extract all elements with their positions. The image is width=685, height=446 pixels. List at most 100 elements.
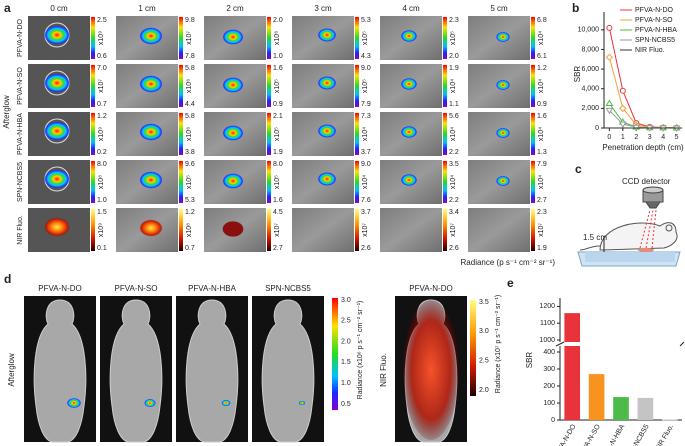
- signal: [139, 171, 163, 189]
- colorbar-max: 5.6: [449, 113, 459, 120]
- signal: [400, 174, 418, 186]
- colorbar: [531, 209, 535, 251]
- group-label: Afterglow: [2, 95, 11, 129]
- colorbar-exponent: x10⁹: [98, 223, 105, 237]
- colorbar-max: 2.0: [273, 17, 283, 24]
- colorbar: [355, 65, 359, 107]
- marker: [605, 99, 614, 106]
- colorbar-exponent: x10⁷: [98, 79, 105, 93]
- panel-label: e: [507, 276, 514, 290]
- image-title: SPN-NCBS5: [265, 284, 311, 293]
- signal: [44, 169, 70, 189]
- x-tick-label: 3: [648, 134, 652, 141]
- colorbar-exponent: x10⁷: [538, 223, 545, 237]
- colorbar-exponent: x10⁴: [538, 175, 545, 189]
- colorbar-min: 1.0: [273, 53, 283, 60]
- radiance-label: Radiance (p s⁻¹ cm⁻² sr⁻¹): [461, 258, 556, 267]
- colorbar-max: 8.0: [97, 161, 107, 168]
- colorbar-label: Radiance (x10⁶ p s⁻¹ cm⁻² sr⁻¹): [357, 301, 364, 400]
- signal: [496, 127, 510, 139]
- y-tick-label: 100: [543, 400, 555, 407]
- y-tick-label: 10,000: [578, 27, 600, 34]
- marker: [605, 53, 614, 62]
- colorbar: [91, 161, 95, 203]
- signal: [44, 73, 70, 93]
- imaging-diagram: [577, 186, 681, 267]
- colorbar-max: 7.0: [97, 65, 107, 72]
- axis-break: [556, 342, 684, 346]
- colorbar: [332, 298, 338, 410]
- colorbar-tick: 3.5: [479, 299, 489, 306]
- colorbar-max: 1.6: [537, 113, 547, 120]
- colorbar-max: 2.3: [449, 17, 459, 24]
- colorbar-min: 1.1: [449, 101, 459, 108]
- y-tick-label: 1100: [540, 320, 555, 327]
- colorbar-exponent: x10⁴: [362, 175, 369, 189]
- row-label: PFVA-N-DO: [17, 18, 24, 57]
- legend-label: SPN-NCBS5: [635, 37, 675, 44]
- colorbar-tick: 3.0: [479, 328, 489, 335]
- colorbar-max: 5.8: [185, 65, 195, 72]
- signal: [139, 219, 163, 237]
- colorbar: [443, 209, 447, 251]
- x-tick-label: PFVA-N-HBA: [599, 423, 626, 446]
- x-tick-label: 2: [634, 134, 638, 141]
- colorbar-min: 1.9: [537, 245, 547, 252]
- y-axis-label: SBR: [525, 352, 534, 369]
- colorbar-min: 0.9: [537, 101, 547, 108]
- colorbar-exponent: x10⁶: [186, 79, 193, 93]
- panel-label: c: [575, 162, 582, 176]
- colorbar-max: 9.8: [185, 17, 195, 24]
- colorbar-exponent: x10⁶: [186, 127, 193, 141]
- colorbar-label: Radiance (x10⁷ p s⁻¹ cm⁻² sr⁻¹): [495, 295, 502, 393]
- colorbar: [443, 17, 447, 59]
- colorbar-min: 0.1: [97, 245, 107, 252]
- x-axis-label: Penetration depth (cm): [602, 143, 684, 152]
- colorbar-exponent: x10⁷: [450, 223, 457, 237]
- signal: [139, 27, 163, 45]
- panel-label: b: [572, 1, 579, 15]
- y-tick-label: 400: [543, 349, 555, 356]
- bar: [661, 419, 678, 421]
- colorbar-max: 3.5: [449, 161, 459, 168]
- colorbar: [179, 113, 183, 155]
- y-tick-label: 1200: [539, 303, 555, 310]
- y-tick-label: 1000: [539, 337, 555, 344]
- colorbar-tick: 2.0: [341, 338, 351, 345]
- colorbar: [443, 161, 447, 203]
- colorbar: [267, 113, 271, 155]
- colorbar-min: 2.6: [361, 245, 371, 252]
- legend-label: PFVA-N-HBA: [635, 27, 677, 34]
- image-title: PFVA-N-SO: [115, 284, 158, 293]
- colorbar-exponent: x10⁵: [186, 175, 193, 189]
- colorbar-tick: 2.5: [479, 358, 489, 365]
- signal: [139, 75, 163, 93]
- colorbar: [470, 300, 476, 396]
- colorbar: [531, 161, 535, 203]
- signal: [144, 398, 156, 408]
- colorbar-min: 2.7: [537, 197, 547, 204]
- colorbar-min: 2.2: [449, 149, 459, 156]
- colorbar-min: 7.8: [185, 53, 195, 60]
- signal: [403, 300, 459, 440]
- signal: [400, 30, 418, 42]
- colorbar-max: 1.5: [97, 209, 107, 216]
- colorbar-max: 9.6: [185, 161, 195, 168]
- colorbar: [443, 65, 447, 107]
- colorbar: [267, 209, 271, 251]
- colorbar-exponent: x10⁹: [98, 127, 105, 141]
- signal: [44, 25, 70, 45]
- break-mark: [679, 341, 685, 347]
- colorbar-exponent: x10⁷: [274, 223, 281, 237]
- signal: [496, 79, 510, 91]
- colorbar: [531, 113, 535, 155]
- colorbar-exponent: x10⁴: [538, 31, 545, 45]
- signal: [67, 398, 81, 408]
- y-tick-label: 300: [543, 366, 555, 373]
- colorbar-tick: 1.0: [341, 380, 351, 387]
- colorbar-min: 0.9: [273, 101, 283, 108]
- colorbar-max: 1.6: [273, 65, 283, 72]
- colorbar: [267, 161, 271, 203]
- column-header: 2 cm: [226, 4, 244, 13]
- break-mark: [555, 341, 565, 347]
